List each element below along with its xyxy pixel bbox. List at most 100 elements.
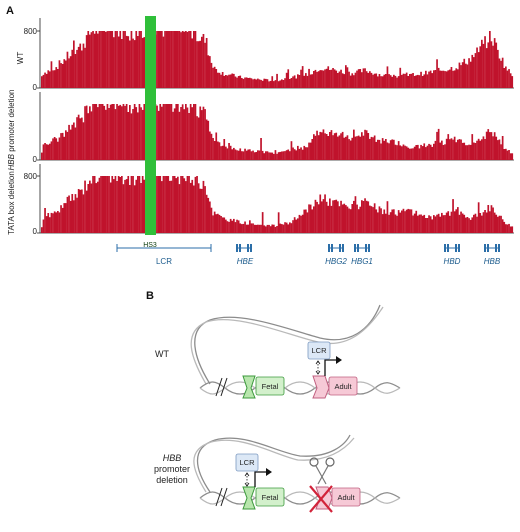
signal-bar	[372, 137, 374, 160]
gene-label-hbe: HBE	[237, 257, 254, 266]
signal-bar	[42, 219, 45, 233]
signal-bar	[377, 212, 379, 233]
signal-bar	[346, 135, 349, 160]
signal-bar	[41, 152, 43, 160]
signal-bar	[303, 75, 306, 88]
signal-bar	[55, 138, 58, 160]
signal-bar	[258, 150, 261, 160]
signal-bar	[378, 206, 381, 233]
signal-bar	[250, 78, 253, 88]
hs3-label: HS3	[143, 242, 157, 249]
signal-bar	[511, 226, 514, 233]
signal-bar	[239, 75, 242, 88]
del-adult-box	[331, 487, 361, 507]
signal-bar	[303, 209, 306, 233]
wt-state-label: WT	[155, 349, 169, 359]
signal-bar	[247, 78, 250, 88]
signal-bar	[399, 145, 402, 160]
signal-bar	[125, 104, 128, 160]
signal-bar	[279, 151, 282, 160]
signal-bar	[74, 54, 77, 88]
signal-bar	[313, 206, 315, 233]
signal-bar	[373, 203, 376, 233]
signal-bar	[297, 145, 299, 160]
signal-bar	[49, 71, 51, 88]
signal-bar	[396, 145, 398, 160]
signal-bar	[337, 201, 339, 233]
signal-bar	[201, 110, 203, 160]
signal-bar	[77, 46, 80, 88]
signal-bar	[285, 150, 288, 160]
signal-bar	[492, 207, 494, 233]
signal-bar	[221, 145, 224, 160]
signal-bar	[282, 151, 285, 160]
signal-bar	[345, 205, 347, 233]
signal-bar	[482, 136, 485, 160]
signal-bar	[130, 176, 133, 233]
signal-bar	[369, 138, 371, 160]
signal-bar	[324, 133, 326, 160]
signal-bar	[458, 214, 461, 233]
signal-bar	[57, 141, 59, 160]
signal-bar	[65, 60, 67, 88]
signal-bar	[484, 139, 486, 160]
signal-bar	[319, 131, 322, 160]
signal-bar	[188, 113, 190, 160]
signal-bar	[463, 214, 466, 233]
wt-ymin-label: 0	[33, 83, 38, 92]
signal-bar	[108, 176, 110, 233]
signal-bar	[465, 63, 467, 88]
signal-bar	[47, 213, 50, 233]
signal-bar	[129, 40, 131, 88]
signal-bar	[45, 216, 48, 233]
signal-bar	[84, 106, 86, 160]
signal-bar	[281, 224, 283, 233]
signal-bar	[335, 70, 338, 88]
signal-bar	[354, 136, 357, 160]
signal-bar	[437, 213, 440, 233]
signal-bar	[426, 218, 429, 233]
signal-bar	[125, 179, 128, 233]
signal-bar	[284, 222, 286, 233]
signal-bar	[178, 184, 181, 233]
signal-bar	[461, 213, 464, 233]
signal-bar	[388, 214, 390, 233]
signal-bar	[113, 37, 115, 88]
signal-bar	[42, 144, 45, 160]
signal-bar	[122, 31, 125, 88]
signal-bar	[401, 146, 403, 160]
signal-bar	[276, 153, 278, 160]
signal-bar	[322, 129, 325, 160]
signal-bar	[477, 138, 480, 160]
signal-bar	[237, 150, 240, 160]
signal-bar	[508, 69, 510, 88]
signal-bar	[122, 184, 125, 233]
signal-bar	[485, 212, 488, 233]
signal-bar	[420, 214, 422, 233]
signal-bar	[383, 209, 386, 233]
signal-bar	[196, 116, 198, 160]
signal-bar	[329, 70, 331, 88]
signal-bar	[117, 105, 120, 160]
signal-bar	[436, 131, 438, 160]
signal-bar	[509, 153, 512, 160]
signal-bar	[141, 37, 144, 88]
signal-bar	[101, 104, 104, 160]
signal-bar	[383, 140, 386, 160]
signal-bar	[444, 71, 446, 88]
signal-bar	[287, 149, 290, 160]
signal-bar	[257, 150, 259, 160]
signal-bar	[274, 226, 277, 233]
signal-bar	[53, 137, 56, 160]
signal-bar	[65, 203, 67, 233]
signal-bar	[81, 117, 83, 160]
signal-bar	[377, 139, 379, 160]
signal-bar	[333, 200, 336, 233]
signal-bar	[101, 31, 104, 88]
signal-bar	[161, 31, 163, 88]
signal-bar	[172, 176, 174, 233]
signal-bar	[415, 75, 418, 88]
signal-bar	[194, 176, 197, 233]
signal-bar	[301, 149, 304, 160]
signal-bar	[468, 144, 470, 160]
